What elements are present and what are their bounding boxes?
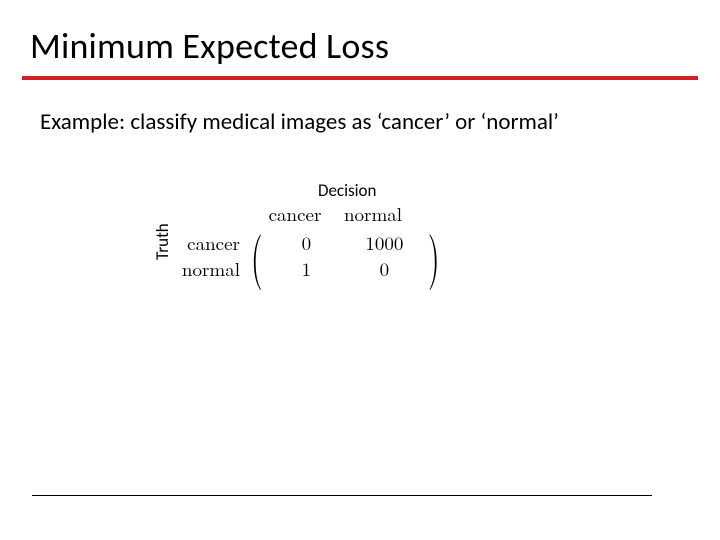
row-header-0: cancer [168,229,240,256]
matrix-col-headers: . cancer normal [178,200,445,227]
cell-1-1: 0 [345,255,423,282]
slide-subtitle: Example: classify medical images as ‘can… [40,108,559,136]
loss-matrix: . cancer normal cancer normal ( 0 1000 1… [168,200,445,281]
left-paren: ( [251,227,263,279]
row-header-1: normal [168,255,240,282]
cell-1-0: 1 [267,255,345,282]
matrix-body: cancer normal ( 0 1000 1 0 ) [168,229,445,281]
matrix-grid: 0 1000 1 0 [267,229,423,281]
matrix-row-headers: cancer normal [168,229,240,281]
col-header-0: cancer [256,200,334,227]
col-header-1: normal [334,200,412,227]
decision-axis-label: Decision [318,180,376,201]
cell-0-0: 0 [267,229,345,256]
footer-rule [32,495,652,496]
right-paren: ) [428,227,440,279]
slide-title: Minimum Expected Loss [30,24,389,68]
slide: Minimum Expected Loss Example: classify … [0,0,720,540]
cell-0-1: 1000 [345,229,423,256]
title-underline [22,76,698,80]
